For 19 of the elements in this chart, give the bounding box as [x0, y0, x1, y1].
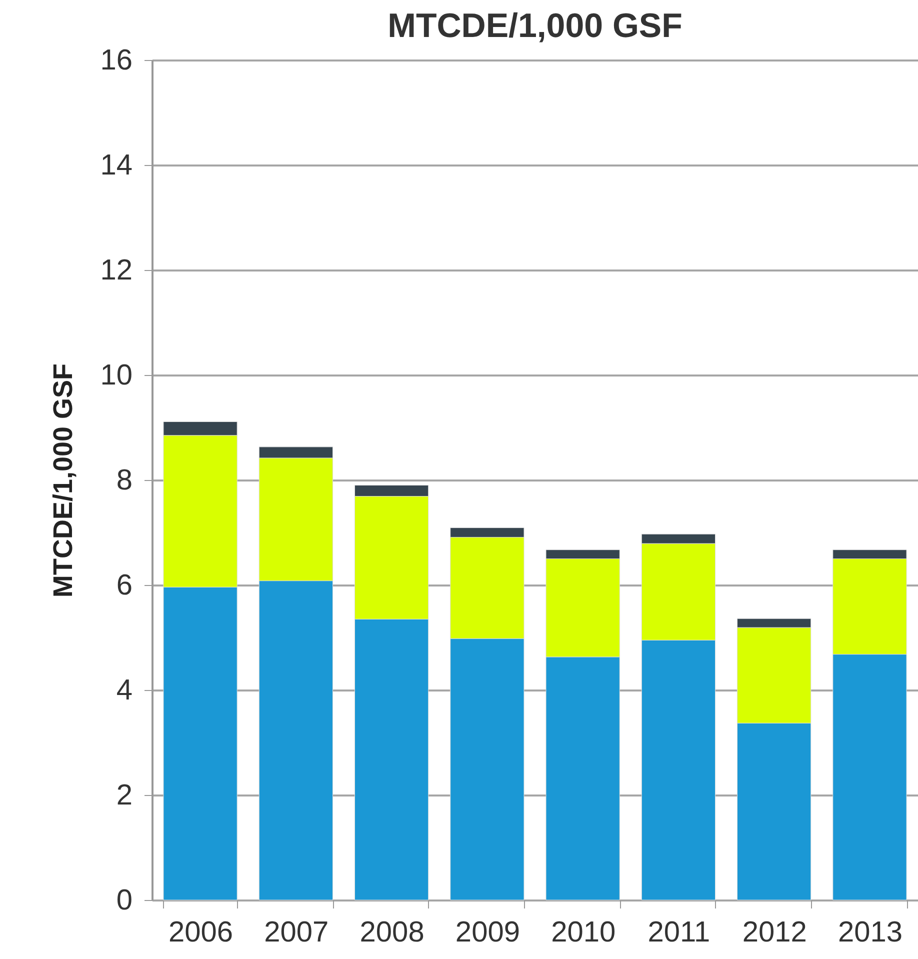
- x-tick-label: 2011: [648, 916, 710, 948]
- y-tick-label: 16: [100, 44, 132, 76]
- x-tick-label: 2013: [838, 916, 902, 948]
- y-tick-label: 6: [116, 570, 132, 602]
- y-tick-label: 14: [100, 150, 132, 182]
- x-tick-label: 2008: [360, 916, 424, 948]
- y-axis-title: MTCDE/1,000 GSF: [48, 363, 78, 598]
- y-tick-label: 2: [116, 780, 132, 812]
- y-tick-label: 4: [116, 674, 132, 706]
- x-tick-label: 2006: [168, 916, 234, 948]
- chart-title: MTCDE/1,000 GSF: [388, 7, 682, 45]
- y-tick-label: 12: [100, 254, 132, 286]
- x-tick-label: 2007: [264, 916, 329, 948]
- x-tick-label: 2009: [455, 916, 520, 948]
- y-tick-label: 8: [116, 464, 132, 496]
- y-tick-label: 10: [100, 360, 132, 392]
- x-tick-label: 2012: [742, 916, 807, 948]
- y-tick-label: 0: [116, 884, 132, 916]
- x-tick-label: 2010: [551, 916, 616, 948]
